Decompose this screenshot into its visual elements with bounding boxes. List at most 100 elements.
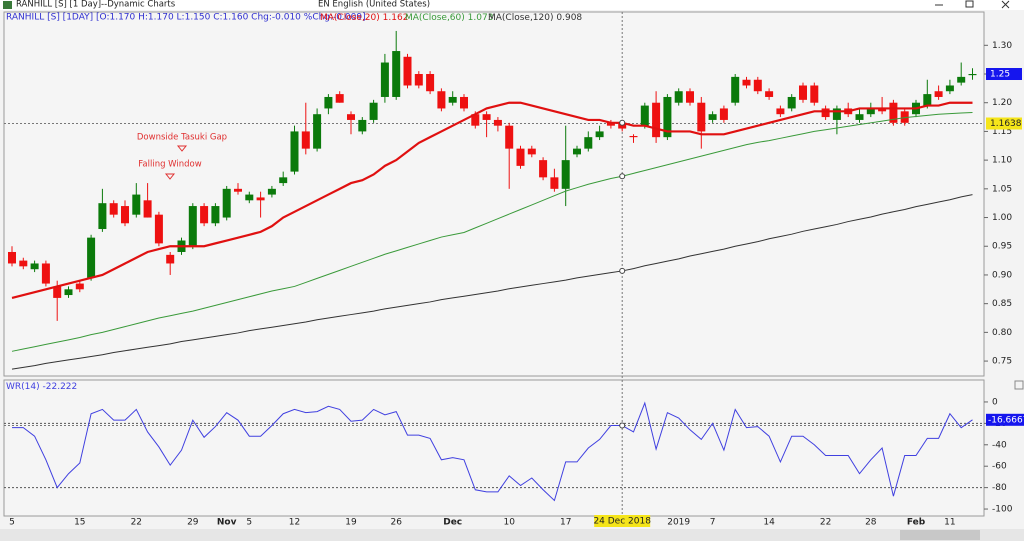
x-tick-label: 26 bbox=[390, 518, 402, 528]
candle-body bbox=[200, 206, 209, 224]
candle-body bbox=[776, 108, 785, 115]
candle-body bbox=[132, 194, 141, 215]
scrollbar-thumb[interactable] bbox=[900, 530, 980, 540]
candle-body bbox=[595, 131, 604, 138]
candle-body bbox=[539, 160, 548, 178]
candle-body bbox=[753, 79, 762, 92]
x-tick-label: Feb bbox=[907, 518, 926, 528]
title-bar bbox=[0, 0, 1024, 10]
crosshair-point bbox=[619, 173, 626, 180]
crosshair-date-box bbox=[594, 515, 651, 527]
x-tick-label: 17 bbox=[560, 518, 571, 528]
candle-body bbox=[878, 108, 887, 112]
candle-body bbox=[765, 91, 774, 97]
candle-body bbox=[708, 114, 717, 120]
x-tick-label: 7 bbox=[710, 518, 716, 528]
legend-name: MA(Close,60) bbox=[405, 13, 465, 23]
candle-body bbox=[41, 263, 50, 284]
x-tick-label: 28 bbox=[865, 518, 877, 528]
candle-body bbox=[448, 96, 457, 103]
candle-body bbox=[414, 74, 423, 86]
candle-body bbox=[392, 51, 401, 97]
candle-body bbox=[652, 102, 661, 138]
candle-body bbox=[471, 114, 480, 126]
candle-body bbox=[550, 177, 559, 189]
candle-body bbox=[629, 136, 638, 138]
candle-body bbox=[301, 131, 310, 149]
candle-body bbox=[109, 203, 118, 215]
y-tick-label: 1.05 bbox=[992, 184, 1012, 194]
candle-body bbox=[968, 74, 977, 76]
candle-body bbox=[121, 206, 129, 224]
pane-close-button[interactable] bbox=[1014, 380, 1024, 390]
y-tick-label: 1.10 bbox=[992, 156, 1012, 166]
maximize-button[interactable] bbox=[965, 0, 974, 8]
y-tick-label: 0.90 bbox=[992, 270, 1012, 280]
y-tick-label: -80 bbox=[992, 483, 1007, 493]
y-tick-label: 0 bbox=[992, 397, 998, 407]
candle-body bbox=[889, 102, 898, 123]
legend-value: 1.073 bbox=[468, 13, 494, 23]
candle-body bbox=[347, 114, 355, 120]
candle-body bbox=[697, 102, 706, 132]
candle-body bbox=[923, 94, 932, 106]
last-value-box bbox=[986, 413, 1024, 426]
last-value-label: -16.6667 bbox=[988, 415, 1024, 425]
candle-body bbox=[188, 206, 197, 247]
candle-body bbox=[75, 283, 84, 290]
candle-body bbox=[87, 237, 96, 278]
x-tick-label: 29 bbox=[187, 518, 199, 528]
close-button[interactable] bbox=[1001, 0, 1010, 9]
candle-body bbox=[313, 114, 322, 149]
candle-body bbox=[493, 119, 502, 126]
y-tick-label: 1.30 bbox=[992, 41, 1012, 51]
candle-body bbox=[234, 188, 242, 192]
last-price-box bbox=[986, 68, 1022, 81]
candle-body bbox=[561, 160, 570, 189]
legend-entry: MA(Close,20) 1.162 bbox=[320, 13, 408, 23]
x-tick-label: 22 bbox=[820, 518, 831, 528]
crosshair-date-label: 24 Dec 2018 bbox=[593, 517, 651, 527]
candle-body bbox=[527, 148, 536, 155]
candle-body bbox=[8, 251, 16, 264]
candle-body bbox=[674, 91, 683, 103]
y-tick-label: 1.00 bbox=[992, 213, 1012, 223]
x-tick-label: 15 bbox=[74, 518, 85, 528]
candle-body bbox=[403, 56, 412, 86]
candle-body bbox=[606, 122, 615, 126]
pattern-annotation: Downside Tasuki Gap bbox=[137, 133, 227, 143]
legend-name: MA(Close,20) bbox=[320, 13, 380, 23]
window-title: RANHILL [S] [1 Day]--Dynamic Charts bbox=[16, 0, 176, 10]
indicator-line bbox=[11, 111, 973, 352]
x-tick-label: 11 bbox=[944, 518, 955, 528]
candle-body bbox=[584, 137, 593, 149]
y-tick-label: -40 bbox=[992, 440, 1007, 450]
legend-name: WR(14) bbox=[6, 382, 40, 392]
crosshair-point bbox=[619, 119, 626, 126]
x-tick-label: 2019 bbox=[667, 518, 690, 528]
candle-body bbox=[211, 206, 220, 224]
y-tick-label: 0.85 bbox=[992, 299, 1012, 309]
crosshair-price-label: 1.1638 bbox=[990, 119, 1022, 129]
candle-body bbox=[731, 76, 740, 103]
y-tick-label: -60 bbox=[992, 462, 1007, 472]
candle-body bbox=[957, 76, 966, 83]
candle-body bbox=[369, 102, 378, 120]
candle-body bbox=[686, 91, 694, 103]
last-price-label: 1.25 bbox=[990, 70, 1010, 80]
scrollbar-track[interactable] bbox=[0, 529, 1024, 541]
x-tick-label: 5 bbox=[9, 518, 15, 528]
x-tick-label: 19 bbox=[345, 518, 357, 528]
x-tick-label: 10 bbox=[503, 518, 515, 528]
x-tick-label: 22 bbox=[131, 518, 142, 528]
indicator-line bbox=[11, 101, 973, 299]
candle-body bbox=[482, 114, 491, 120]
crosshair-point bbox=[619, 422, 626, 429]
candle-body bbox=[335, 94, 344, 103]
candle-body bbox=[166, 254, 175, 264]
x-tick-label: Nov bbox=[217, 518, 237, 528]
legend-value: 1.162 bbox=[383, 13, 409, 23]
legend-value: 0.908 bbox=[556, 13, 582, 23]
candle-body bbox=[245, 194, 254, 201]
